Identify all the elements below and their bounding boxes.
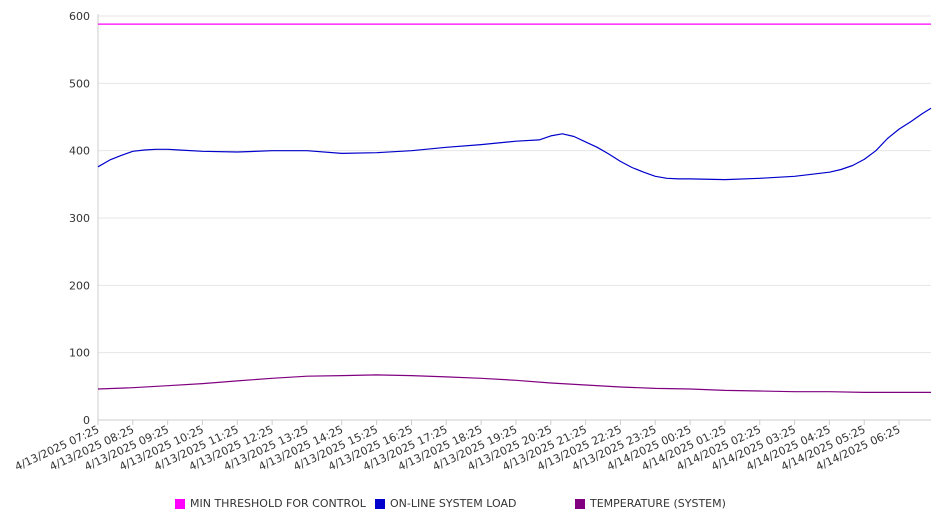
legend-item-min-threshold[interactable]: MIN THRESHOLD FOR CONTROL	[175, 497, 366, 510]
y-tick-label: 0	[83, 414, 90, 427]
y-tick-label: 400	[69, 145, 90, 158]
gridlines	[98, 15, 931, 354]
series-line-1	[97, 107, 932, 181]
y-axis: 0 100 200 300 400 500 600	[69, 10, 99, 427]
x-axis: 4/13/2025 07:254/13/2025 08:254/13/2025 …	[13, 419, 931, 473]
legend-label: ON-LINE SYSTEM LOAD	[390, 497, 517, 510]
legend-label: TEMPERATURE (SYSTEM)	[590, 497, 726, 510]
legend-swatch	[175, 498, 185, 509]
legend: MIN THRESHOLD FOR CONTROL ON-LINE SYSTEM…	[0, 497, 946, 515]
legend-label: MIN THRESHOLD FOR CONTROL	[190, 497, 366, 510]
legend-item-system-load[interactable]: ON-LINE SYSTEM LOAD	[375, 497, 516, 510]
y-tick-label: 600	[69, 10, 90, 23]
y-tick-label: 300	[69, 212, 90, 225]
legend-item-temperature[interactable]: TEMPERATURE (SYSTEM)	[575, 497, 726, 510]
y-tick-label: 100	[69, 347, 90, 360]
legend-swatch	[375, 498, 385, 509]
y-tick-label: 200	[69, 279, 90, 292]
series-lines	[97, 23, 932, 393]
y-tick-label: 500	[69, 77, 90, 90]
series-line-2	[97, 374, 931, 393]
legend-swatch	[575, 498, 585, 509]
